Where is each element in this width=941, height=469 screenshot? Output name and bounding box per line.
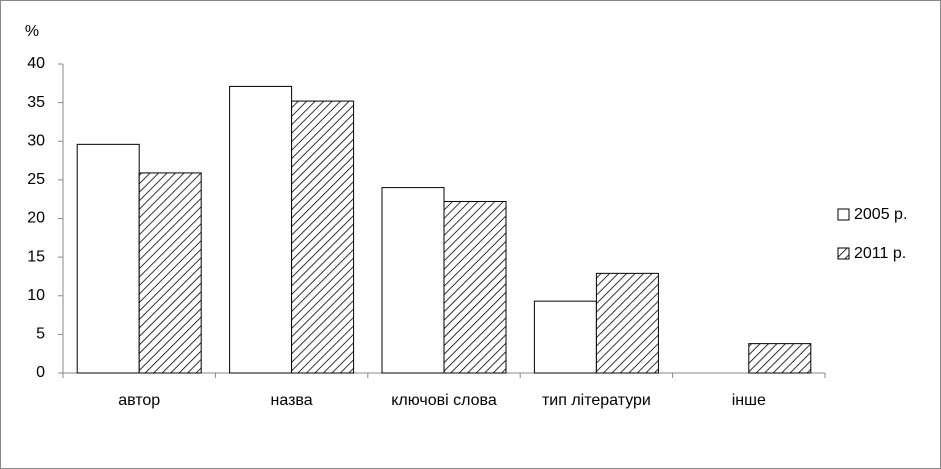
x-tick-label: автор bbox=[118, 392, 160, 409]
legend-label: 2011 р. bbox=[854, 245, 906, 262]
bar bbox=[533, 300, 597, 374]
bar bbox=[443, 201, 507, 374]
y-tick-label: 25 bbox=[27, 171, 45, 188]
bar bbox=[381, 187, 445, 374]
y-axis-label: % bbox=[25, 23, 39, 40]
bar bbox=[76, 143, 140, 374]
legend-label: 2005 р. bbox=[854, 206, 907, 223]
y-tick-label: 35 bbox=[27, 94, 45, 111]
bar bbox=[138, 172, 202, 374]
y-tick-label: 30 bbox=[27, 132, 45, 149]
y-tick-label: 5 bbox=[36, 326, 45, 343]
y-tick-label: 0 bbox=[36, 364, 45, 381]
bar bbox=[748, 343, 812, 374]
legend-swatch bbox=[837, 208, 850, 221]
legend-swatch bbox=[837, 247, 850, 260]
x-tick-label: тип літератури bbox=[542, 392, 651, 409]
y-tick-label: 10 bbox=[27, 287, 45, 304]
bar bbox=[595, 272, 659, 374]
x-tick-label: інше bbox=[732, 392, 766, 409]
y-tick-label: 40 bbox=[27, 55, 45, 72]
bar bbox=[291, 100, 355, 374]
x-tick-label: назва bbox=[271, 392, 313, 409]
y-tick-label: 15 bbox=[27, 248, 45, 265]
y-tick-label: 20 bbox=[27, 210, 45, 227]
x-tick-label: ключові слова bbox=[391, 392, 497, 409]
bar bbox=[229, 85, 293, 374]
